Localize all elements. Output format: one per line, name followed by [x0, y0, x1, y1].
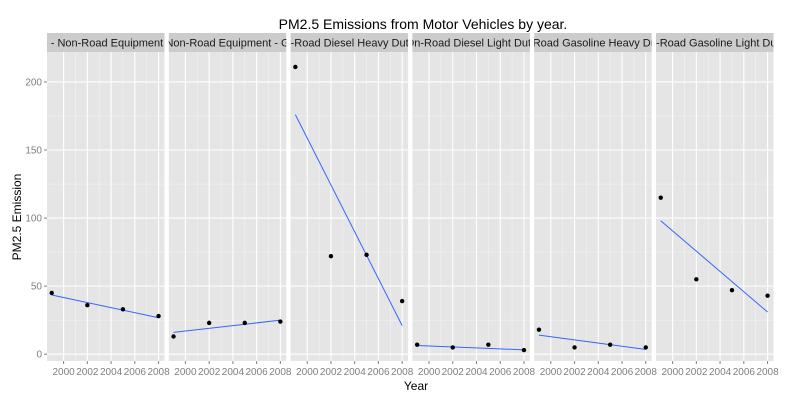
x-tick-label: 2008 [269, 367, 292, 378]
data-point [536, 327, 542, 332]
facet-panel: -Road Gasoline Heavy Du 2000 2002 2004 2006 2… [529, 33, 658, 378]
facet-strip-label: n-Road Diesel Heavy Duty [285, 38, 415, 50]
trend-line [173, 319, 281, 333]
x-tick-label: 2000 [418, 367, 441, 378]
facet-strip [534, 33, 652, 52]
y-tick-label: 100 [25, 214, 42, 225]
x-tick-label: 2006 [489, 367, 512, 378]
data-point [414, 342, 420, 347]
x-tick-label: 2008 [756, 367, 779, 378]
panel-background [656, 52, 774, 361]
x-tick-label: 2004 [100, 367, 123, 378]
x-tick-label: 2006 [124, 367, 147, 378]
y-axis: 0 50 100 150 200 [25, 77, 47, 361]
trend-line [417, 344, 524, 351]
x-tick-label: 2002 [76, 367, 99, 378]
facet-panel: Non-Road Equipment - G 2000 2002 2004 2006 20… [165, 33, 292, 378]
data-point [607, 342, 613, 347]
x-tick-label: 2006 [733, 367, 756, 378]
trend-line [660, 220, 768, 313]
facet-strip-label: Non-Road Equipment - G [165, 38, 289, 50]
x-tick-label: 2004 [222, 367, 245, 378]
data-point [171, 334, 176, 339]
facet-strip [412, 33, 530, 52]
x-tick-label: 2000 [296, 367, 319, 378]
trend-line [294, 114, 403, 326]
facet-panel: e - Non-Road Equipment - 2000 2002 2004 200… [42, 33, 171, 378]
panel-background [412, 52, 530, 361]
x-tick-label: 2002 [320, 367, 343, 378]
facet-strip-label: n-Road Gasoline Light Dut [650, 38, 780, 50]
data-point [364, 252, 369, 258]
x-tick-label: 2008 [147, 367, 170, 378]
chart-title: PM2.5 Emissions from Motor Vehicles by y… [279, 16, 568, 32]
x-tick-label: 2006 [611, 367, 634, 378]
data-point [486, 342, 491, 347]
data-point [328, 253, 334, 259]
y-tick-label: 0 [36, 350, 42, 361]
trend-line [538, 334, 646, 350]
data-point [49, 290, 54, 296]
x-tick-label: 2006 [246, 367, 269, 378]
data-point [694, 277, 699, 282]
x-tick-label: 2002 [685, 367, 708, 378]
data-point [658, 195, 663, 200]
trend-line [51, 294, 159, 319]
panel-background [290, 52, 409, 361]
data-point [643, 345, 648, 350]
facet-strip-label: -Road Gasoline Heavy Du [529, 38, 657, 50]
x-tick-label: 2004 [587, 367, 610, 378]
data-point [85, 302, 90, 308]
x-tick-label: 2008 [391, 367, 414, 378]
facet-strip [656, 33, 774, 52]
y-tick-label: 50 [31, 282, 43, 293]
y-axis-title: PM2.5 Emission [10, 174, 24, 261]
x-tick-label: 2000 [174, 367, 197, 378]
data-point [450, 345, 455, 350]
panel-background [534, 52, 652, 361]
x-tick-label: 2002 [198, 367, 221, 378]
data-point [521, 347, 527, 353]
facet-strip [168, 33, 287, 52]
data-point [120, 307, 126, 312]
x-tick-label: 2008 [635, 367, 658, 378]
facet-strip [47, 33, 165, 52]
data-point [278, 319, 283, 324]
x-tick-label: 2008 [513, 367, 536, 378]
data-point [765, 293, 770, 298]
x-tick-label: 2004 [709, 367, 732, 378]
x-tick-label: 2000 [52, 367, 75, 378]
panel-background [168, 52, 287, 361]
data-point [206, 320, 212, 326]
data-point [572, 345, 577, 350]
y-tick-label: 150 [25, 146, 42, 157]
data-point [293, 64, 298, 70]
facet-panel: n-Road Diesel Heavy Duty 2000 2002 2004 2006… [285, 33, 415, 378]
x-tick-label: 2000 [540, 367, 563, 378]
data-point [156, 313, 161, 319]
data-point [729, 288, 735, 293]
facet-strip-label: e - Non-Road Equipment - [42, 38, 171, 50]
facet-strip [290, 33, 409, 52]
facet-strip-label: On-Road Diesel Light Duty [406, 38, 537, 50]
x-tick-label: 2000 [661, 367, 684, 378]
x-axis-title: Year [404, 379, 428, 393]
panel-background [47, 52, 165, 361]
data-point [399, 298, 405, 304]
data-point [242, 320, 247, 326]
facet-panels: e - Non-Road Equipment - 2000 2002 2004 200… [42, 33, 780, 378]
y-tick-label: 200 [25, 77, 42, 88]
x-tick-label: 2004 [465, 367, 488, 378]
x-tick-label: 2006 [367, 367, 390, 378]
x-tick-label: 2002 [442, 367, 465, 378]
x-tick-label: 2002 [563, 367, 586, 378]
x-tick-label: 2004 [344, 367, 367, 378]
